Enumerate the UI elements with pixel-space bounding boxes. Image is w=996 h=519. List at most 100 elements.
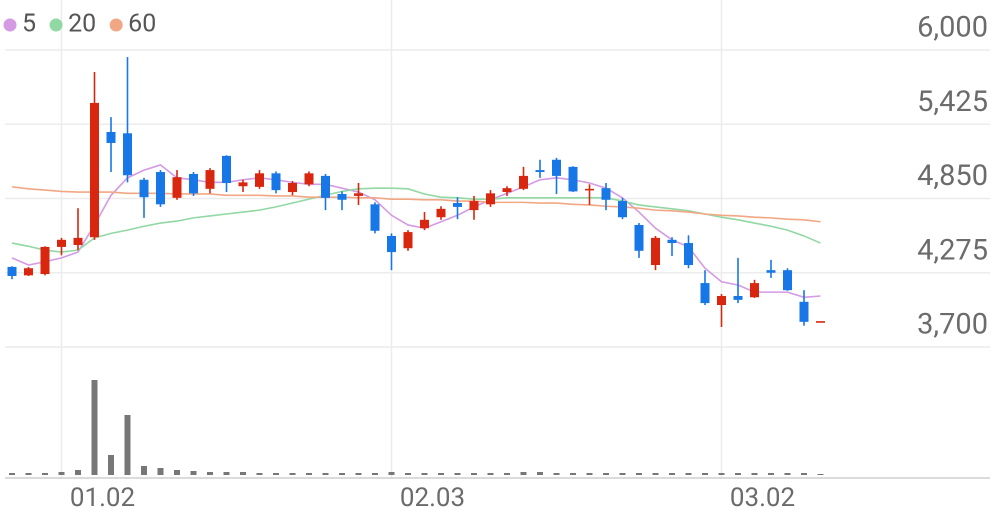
candle-body xyxy=(700,283,710,304)
candle-body xyxy=(40,246,50,275)
candle-body xyxy=(403,232,413,249)
volume-bar xyxy=(669,473,675,475)
volume-bar xyxy=(141,466,147,475)
candle-body xyxy=(354,193,363,196)
volume-bar xyxy=(702,473,708,475)
volume-bar xyxy=(207,472,213,475)
volume-bar xyxy=(405,473,411,475)
volume-bar xyxy=(537,472,543,475)
candle-body xyxy=(271,173,281,191)
volume-bar xyxy=(91,380,98,475)
volume-bar xyxy=(652,473,659,475)
ma-line xyxy=(11,187,821,253)
legend-label: 60 xyxy=(128,10,156,39)
candle-body xyxy=(189,173,198,194)
candle-body xyxy=(783,270,792,291)
volume-bar xyxy=(9,473,15,475)
y-tick-label: 4,275 xyxy=(917,233,988,267)
volume-bar xyxy=(586,473,593,475)
candle-body xyxy=(601,188,611,200)
candle-body xyxy=(73,237,83,245)
volume-bar xyxy=(388,472,395,475)
ma-line xyxy=(11,164,821,299)
x-tick-label: 03.02 xyxy=(730,483,795,513)
volume-bar xyxy=(553,473,560,475)
candle-body xyxy=(321,175,330,198)
volume-bar xyxy=(42,473,48,475)
candle-body xyxy=(24,268,33,276)
candle-body xyxy=(288,183,297,193)
candle-body xyxy=(634,224,644,251)
volume-bar xyxy=(619,473,626,475)
candle-body xyxy=(123,133,132,176)
volume-bar xyxy=(735,473,741,475)
y-tick-label: 4,850 xyxy=(917,159,988,193)
candle-body xyxy=(535,170,545,173)
candle-body xyxy=(502,188,512,193)
candle-body xyxy=(766,270,776,273)
candle-body xyxy=(90,102,99,238)
volume-bar xyxy=(273,473,279,475)
volume-bar xyxy=(454,473,461,475)
legend-dot xyxy=(49,18,63,32)
candle-body xyxy=(420,219,429,229)
y-tick-label: 6,000 xyxy=(917,11,988,45)
volume-bar xyxy=(421,473,428,475)
candle-body xyxy=(57,239,66,247)
volume-bar xyxy=(504,473,510,475)
candle-body xyxy=(469,201,479,211)
volume-bar xyxy=(174,470,180,475)
volume-bar xyxy=(75,470,81,475)
candle-body xyxy=(337,193,347,200)
volume-bar xyxy=(58,472,65,475)
volume-bar xyxy=(636,473,642,475)
volume-bar xyxy=(240,472,246,475)
candle-body xyxy=(255,173,264,187)
volume-bar xyxy=(768,473,774,475)
candle-body xyxy=(106,131,116,143)
candle-body xyxy=(552,159,561,176)
candle-body xyxy=(486,193,495,205)
volume-bar xyxy=(372,473,378,475)
legend-label: 20 xyxy=(68,10,96,39)
volume-bar xyxy=(603,473,609,475)
volume-bar xyxy=(718,473,725,475)
legend-label: 5 xyxy=(22,10,36,39)
volume-bar xyxy=(801,473,807,475)
volume-bar xyxy=(339,473,345,475)
candle-body xyxy=(387,235,396,253)
volume-bar xyxy=(685,473,692,475)
volume-bar xyxy=(471,473,477,475)
candle-body xyxy=(667,239,677,244)
volume-bar xyxy=(487,473,494,475)
candle-body xyxy=(568,166,578,192)
volume-bar xyxy=(25,473,32,475)
candle-body xyxy=(304,173,314,185)
legend-dot xyxy=(109,18,123,32)
candle-body xyxy=(816,321,825,323)
volume-bar xyxy=(157,468,164,475)
x-tick-label: 01.02 xyxy=(70,483,135,513)
candle-body xyxy=(750,283,759,298)
volume-bar xyxy=(784,473,791,475)
candle-body xyxy=(684,243,693,266)
candle-body xyxy=(799,301,809,322)
candle-body xyxy=(222,155,231,184)
volume-bar xyxy=(190,471,197,475)
candle-body xyxy=(733,295,743,300)
x-tick-label: 02.03 xyxy=(400,483,465,513)
volume-bar xyxy=(124,415,131,475)
candle-body xyxy=(436,208,446,218)
candle-body xyxy=(156,172,165,205)
volume-bar xyxy=(438,473,444,475)
candle-body xyxy=(651,237,660,266)
volume-bar xyxy=(322,473,329,475)
candle-body xyxy=(618,201,627,218)
y-tick-label: 3,700 xyxy=(917,308,988,342)
candle-body xyxy=(172,177,182,198)
legend-dot xyxy=(3,18,17,32)
candle-body xyxy=(238,182,248,187)
candle-body xyxy=(370,204,380,231)
candle-body xyxy=(585,188,594,191)
